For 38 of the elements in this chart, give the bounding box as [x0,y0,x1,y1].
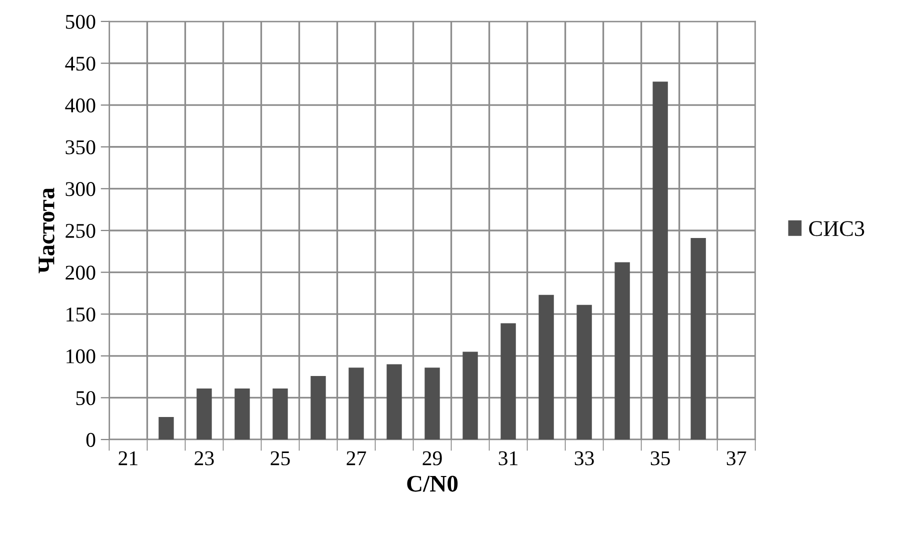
y-axis-title: Частота [38,188,54,274]
x-tick-label: 29 [422,451,442,466]
bar [690,238,706,440]
bar [462,352,478,440]
bar [348,368,364,440]
bar [500,323,516,440]
bar [386,364,402,440]
y-tick-label: 150 [66,307,96,322]
x-tick-label: 21 [118,451,138,466]
bar [614,262,630,440]
y-tick-label: 0 [86,432,96,447]
bar [538,294,554,440]
y-tick-label: 50 [76,391,96,406]
x-tick-label: 33 [574,451,594,466]
x-tick-label: 31 [498,451,518,466]
bar [196,388,212,440]
bar [234,388,250,440]
x-tick-label: 27 [346,451,366,466]
y-tick-label: 250 [66,224,96,238]
y-tick-label: 400 [65,98,96,112]
y-tick-label: 500 [66,14,96,29]
y-tick-label: 350 [66,140,96,154]
bar [652,82,668,440]
bar [272,388,288,440]
x-tick-label: 25 [270,451,290,466]
bar [158,416,174,440]
x-tick-label: 23 [194,451,214,466]
y-tick-label: 300 [66,182,96,196]
bar [424,368,440,440]
y-tick-label: 100 [66,349,96,364]
legend-label: СИС3 [809,221,864,236]
y-tick-label: 450 [65,56,96,71]
x-tick-label: 35 [650,451,670,466]
x-axis-title: C/N0 [407,476,458,492]
x-tick-label: 37 [726,451,746,466]
y-tick-label: 200 [66,266,96,280]
bar [310,376,326,440]
bar [576,304,592,440]
